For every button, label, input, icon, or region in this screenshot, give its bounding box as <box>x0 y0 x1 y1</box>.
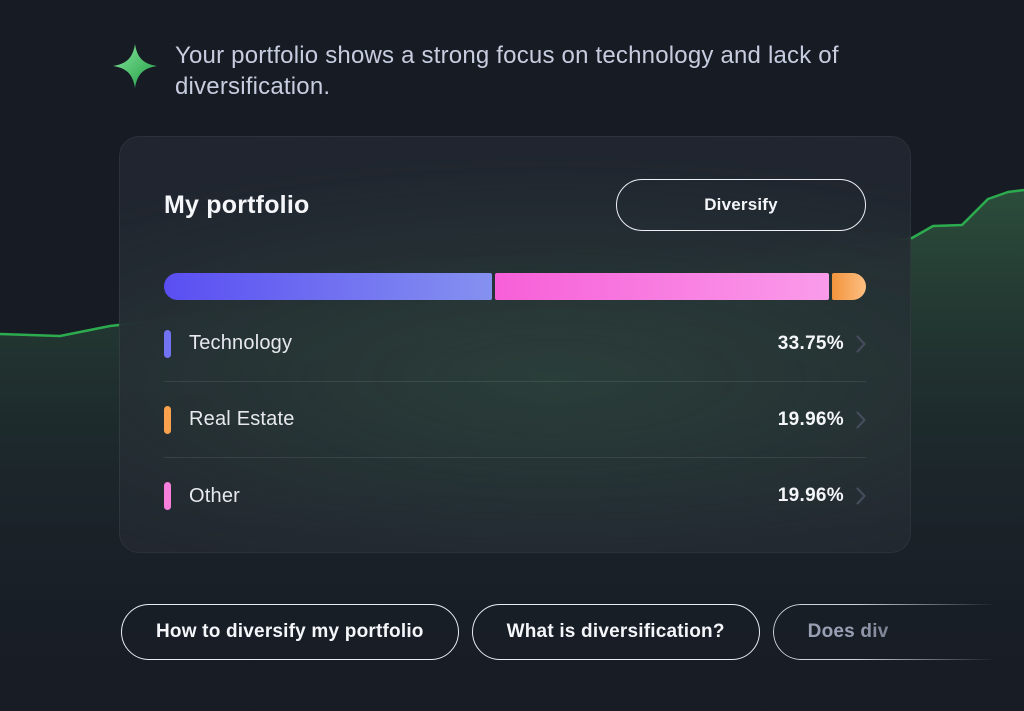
suggestion-chips: How to diversify my portfolio What is di… <box>121 604 1024 660</box>
bar-segment-other <box>495 273 830 300</box>
allocation-bar <box>164 273 867 300</box>
portfolio-title: My portfolio <box>164 190 310 219</box>
chevron-right-icon <box>856 487 866 505</box>
holding-row-real-estate[interactable]: Real Estate 19.96% <box>164 382 866 458</box>
portfolio-card: My portfolio Diversify Technology 33.75%… <box>119 136 911 553</box>
chip-what-is-diversification[interactable]: What is diversification? <box>471 604 760 660</box>
bar-segment-technology <box>164 273 493 300</box>
holding-value: 33.75% <box>777 332 844 354</box>
holding-value: 19.96% <box>777 408 844 430</box>
holding-label: Technology <box>189 332 293 354</box>
chevron-right-icon <box>856 334 866 353</box>
holding-row-other[interactable]: Other 19.96% <box>164 458 866 534</box>
insight-banner: Your portfolio shows a strong focus on t… <box>113 40 903 102</box>
chevron-right-icon <box>856 410 866 429</box>
insight-text: Your portfolio shows a strong focus on t… <box>175 42 839 100</box>
holding-value: 19.96% <box>777 485 844 506</box>
holding-label: Other <box>189 484 241 507</box>
sparkle-icon <box>113 44 157 88</box>
chip-does-div-truncated[interactable]: Does div <box>772 604 1024 660</box>
diversify-button[interactable]: Diversify <box>616 179 866 231</box>
bar-segment-real-estate <box>832 273 867 300</box>
real-estate-color-marker <box>164 405 171 434</box>
other-color-marker <box>164 482 171 510</box>
holding-label: Real Estate <box>189 408 295 430</box>
holdings-list: Technology 33.75% Real Estate 19.96% Oth… <box>164 306 866 534</box>
chip-how-to-diversify[interactable]: How to diversify my portfolio <box>121 604 459 660</box>
technology-color-marker <box>164 329 171 358</box>
holding-row-technology[interactable]: Technology 33.75% <box>164 306 866 382</box>
portfolio-card-header: My portfolio Diversify <box>164 179 866 231</box>
